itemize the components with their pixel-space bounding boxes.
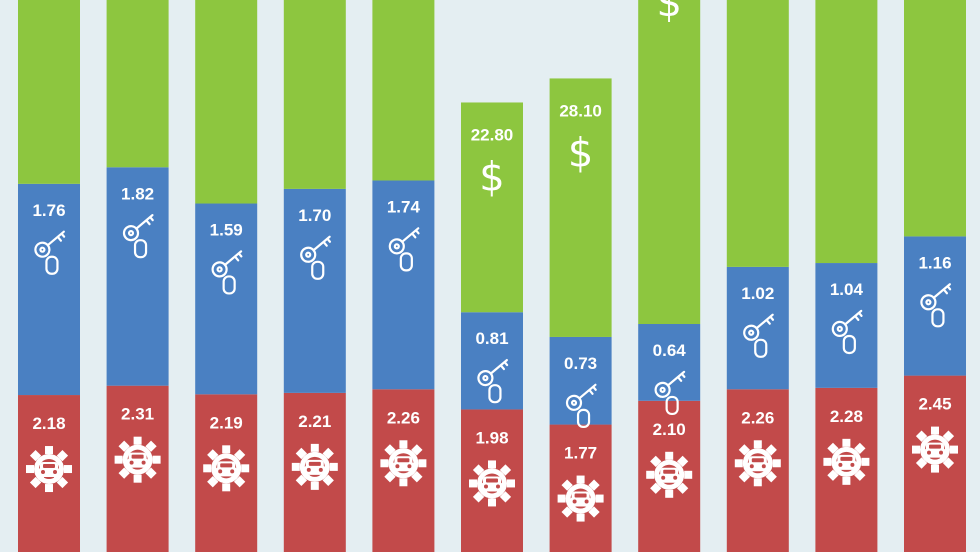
data-label-red: 2.19 xyxy=(210,413,243,432)
data-label-blue: 1.74 xyxy=(387,197,421,216)
bar-group: 2.45 1.16 xyxy=(904,0,966,552)
data-label-blue: 1.82 xyxy=(121,184,154,203)
dollar-icon: $ xyxy=(656,0,681,26)
car-key-icon xyxy=(565,383,597,428)
bar-segment-blue xyxy=(195,203,258,395)
data-label-red: 2.10 xyxy=(653,420,686,439)
gear-car-icon xyxy=(734,440,781,487)
bar-group: 2.31 1.82 xyxy=(106,0,169,552)
bar-segment-green xyxy=(195,0,258,204)
gear-car-icon xyxy=(646,451,693,498)
dollar-icon: $ xyxy=(568,130,593,176)
data-label-blue: 1.70 xyxy=(298,206,331,225)
bar-segment-green xyxy=(815,0,878,264)
bar-segment-green xyxy=(106,0,169,168)
gear-car-icon xyxy=(203,445,250,492)
bars-layer: 2.18 1.76 2.31 1.82 2.19 1.59 2.21 1.70 2.26 1.74… xyxy=(18,0,966,552)
car-key-icon xyxy=(654,370,686,416)
bar-group: 2.21 1.70 xyxy=(283,0,346,552)
bar-segment-green xyxy=(283,0,346,189)
bar-group: 1.77 0.73 28.10 $ xyxy=(549,78,612,552)
data-label-red: 2.26 xyxy=(387,408,420,427)
car-key-icon xyxy=(831,309,863,355)
bar-segment-green xyxy=(18,0,80,184)
data-label-green: 28.10 xyxy=(559,101,602,120)
bar-segment-blue xyxy=(283,188,346,393)
dollar-icon: $ xyxy=(479,154,504,200)
bar-group: 2.19 1.59 xyxy=(195,0,258,552)
car-key-icon xyxy=(920,283,952,328)
gear-car-icon xyxy=(380,440,427,487)
bar-group: 1.98 0.81 22.80 $ xyxy=(461,102,523,552)
car-key-icon xyxy=(743,313,775,358)
car-key-icon xyxy=(300,235,332,280)
bar-group: 2.26 1.02 xyxy=(726,0,789,552)
bar-segment-green xyxy=(372,0,435,181)
data-label-blue: 1.59 xyxy=(210,221,243,240)
bar-group: 2.28 1.04 xyxy=(815,0,878,552)
bar-segment-blue xyxy=(106,167,169,386)
gear-car-icon xyxy=(823,438,870,485)
car-key-icon xyxy=(34,230,66,275)
gear-car-icon xyxy=(26,446,72,493)
bar-segment-green xyxy=(726,0,789,267)
data-label-red: 2.18 xyxy=(32,414,65,433)
car-key-icon xyxy=(477,358,509,404)
bar-group: 2.10 0.64 $ xyxy=(638,0,701,552)
data-label-red: 1.77 xyxy=(564,444,597,463)
car-key-icon xyxy=(388,227,420,272)
data-label-red: 2.45 xyxy=(918,395,951,414)
data-label-red: 2.28 xyxy=(830,407,863,426)
bar-segment-blue xyxy=(461,312,523,410)
car-key-icon xyxy=(211,250,243,295)
data-label-blue: 1.04 xyxy=(830,280,864,299)
data-label-blue: 1.02 xyxy=(741,284,774,303)
bar-segment-green xyxy=(638,0,701,324)
car-key-icon xyxy=(122,214,154,259)
bar-segment-green xyxy=(904,0,966,237)
gear-car-icon xyxy=(469,460,515,507)
bar-segment-green xyxy=(461,102,523,313)
data-label-blue: 1.76 xyxy=(32,201,65,220)
data-label-blue: 0.64 xyxy=(653,341,687,360)
data-label-blue: 1.16 xyxy=(918,253,951,272)
bar-segment-blue xyxy=(18,183,80,396)
bar-segment-blue xyxy=(372,180,435,390)
bar-group: 2.26 1.74 xyxy=(372,0,435,552)
bar-group: 2.18 1.76 xyxy=(18,0,80,552)
data-label-red: 2.21 xyxy=(298,412,331,431)
data-label-red: 1.98 xyxy=(475,428,508,447)
data-label-red: 2.31 xyxy=(121,405,154,424)
data-label-green: 22.80 xyxy=(471,125,514,144)
gear-car-icon xyxy=(291,443,338,490)
data-label-blue: 0.81 xyxy=(475,329,508,348)
gear-car-icon xyxy=(912,426,958,473)
gear-car-icon xyxy=(114,436,161,483)
data-label-red: 2.26 xyxy=(741,408,774,427)
bar-segment-green xyxy=(549,78,612,337)
gear-car-icon xyxy=(557,475,604,522)
data-label-blue: 0.73 xyxy=(564,354,597,373)
